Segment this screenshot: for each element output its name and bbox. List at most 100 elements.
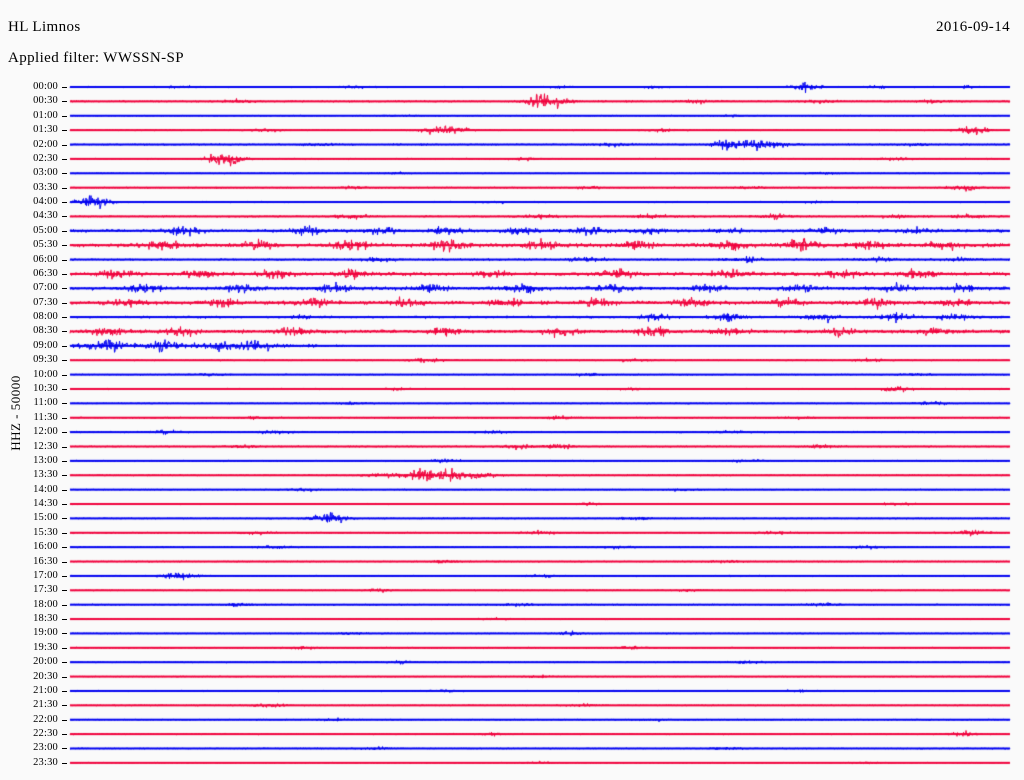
axis-tick bbox=[62, 360, 67, 361]
axis-tick bbox=[62, 590, 67, 591]
axis-tick bbox=[62, 490, 67, 491]
axis-tick bbox=[62, 274, 67, 275]
time-label: 04:00 bbox=[33, 196, 58, 208]
time-label: 07:30 bbox=[33, 296, 58, 308]
time-label: 09:30 bbox=[33, 354, 58, 366]
axis-tick bbox=[62, 389, 67, 390]
time-label: 22:30 bbox=[33, 728, 58, 740]
time-label: 14:30 bbox=[33, 498, 58, 510]
time-label: 10:30 bbox=[33, 382, 58, 394]
time-label: 13:30 bbox=[33, 469, 58, 481]
axis-tick bbox=[62, 188, 67, 189]
time-label: 13:00 bbox=[33, 454, 58, 466]
time-axis: 00:00 00:30 01:00 01:30 02:00 02:30 03:00 03:30… bbox=[0, 78, 70, 773]
axis-tick bbox=[62, 87, 67, 88]
time-label: 17:00 bbox=[33, 569, 58, 581]
axis-tick bbox=[62, 432, 67, 433]
time-label: 06:00 bbox=[33, 253, 58, 265]
axis-tick bbox=[62, 662, 67, 663]
time-label: 15:30 bbox=[33, 526, 58, 538]
applied-filter-label: Applied filter: WWSSN-SP bbox=[8, 50, 184, 66]
axis-tick bbox=[62, 331, 67, 332]
time-label: 21:30 bbox=[33, 699, 58, 711]
axis-tick bbox=[62, 375, 67, 376]
axis-tick bbox=[62, 748, 67, 749]
time-label: 18:00 bbox=[33, 598, 58, 610]
helicorder-plot: 00:00 00:30 01:00 01:30 02:00 02:30 03:00 03:30… bbox=[0, 78, 1024, 773]
time-label: 15:00 bbox=[33, 512, 58, 524]
time-label: 23:30 bbox=[33, 756, 58, 768]
axis-tick bbox=[62, 633, 67, 634]
time-label: 06:30 bbox=[33, 267, 58, 279]
axis-tick bbox=[62, 475, 67, 476]
axis-tick bbox=[62, 288, 67, 289]
axis-tick bbox=[62, 720, 67, 721]
time-label: 10:00 bbox=[33, 368, 58, 380]
axis-tick bbox=[62, 317, 67, 318]
time-label: 05:00 bbox=[33, 224, 58, 236]
axis-tick bbox=[62, 518, 67, 519]
time-label: 01:00 bbox=[33, 109, 58, 121]
axis-tick bbox=[62, 447, 67, 448]
time-label: 19:00 bbox=[33, 627, 58, 639]
axis-tick bbox=[62, 159, 67, 160]
time-label: 02:00 bbox=[33, 138, 58, 150]
time-label: 18:30 bbox=[33, 613, 58, 625]
axis-tick bbox=[62, 403, 67, 404]
axis-tick bbox=[62, 619, 67, 620]
axis-tick bbox=[62, 547, 67, 548]
axis-tick bbox=[62, 648, 67, 649]
station-title: HL Limnos bbox=[8, 19, 81, 35]
time-label: 12:30 bbox=[33, 440, 58, 452]
time-label: 00:00 bbox=[33, 81, 58, 92]
axis-tick bbox=[62, 116, 67, 117]
axis-tick bbox=[62, 418, 67, 419]
axis-tick bbox=[62, 173, 67, 174]
axis-tick bbox=[62, 245, 67, 246]
time-label: 20:00 bbox=[33, 656, 58, 668]
time-label: 08:00 bbox=[33, 311, 58, 323]
seismogram-traces bbox=[0, 78, 1024, 773]
axis-tick bbox=[62, 231, 67, 232]
axis-tick bbox=[62, 763, 67, 764]
axis-tick bbox=[62, 562, 67, 563]
axis-tick bbox=[62, 677, 67, 678]
time-label: 23:00 bbox=[33, 742, 58, 754]
axis-tick bbox=[62, 260, 67, 261]
axis-tick bbox=[62, 461, 67, 462]
time-label: 19:30 bbox=[33, 641, 58, 653]
time-label: 21:00 bbox=[33, 684, 58, 696]
axis-tick bbox=[62, 346, 67, 347]
time-label: 02:30 bbox=[33, 152, 58, 164]
axis-tick bbox=[62, 216, 67, 217]
time-label: 04:30 bbox=[33, 210, 58, 222]
time-label: 11:30 bbox=[33, 411, 58, 423]
axis-tick bbox=[62, 202, 67, 203]
time-label: 03:00 bbox=[33, 167, 58, 179]
axis-tick bbox=[62, 504, 67, 505]
time-label: 03:30 bbox=[33, 181, 58, 193]
time-label: 07:00 bbox=[33, 282, 58, 294]
axis-tick bbox=[62, 303, 67, 304]
time-label: 08:30 bbox=[33, 325, 58, 337]
time-label: 09:00 bbox=[33, 339, 58, 351]
time-label: 01:30 bbox=[33, 124, 58, 136]
time-label: 05:30 bbox=[33, 239, 58, 251]
time-label: 12:00 bbox=[33, 426, 58, 438]
time-label: 16:00 bbox=[33, 541, 58, 553]
record-date: 2016-09-14 bbox=[936, 19, 1010, 35]
time-label: 14:00 bbox=[33, 483, 58, 495]
axis-tick bbox=[62, 145, 67, 146]
axis-tick bbox=[62, 533, 67, 534]
time-label: 00:30 bbox=[33, 95, 58, 107]
axis-tick bbox=[62, 691, 67, 692]
axis-tick bbox=[62, 576, 67, 577]
time-label: 20:30 bbox=[33, 670, 58, 682]
time-label: 22:00 bbox=[33, 713, 58, 725]
axis-tick bbox=[62, 130, 67, 131]
time-label: 11:00 bbox=[33, 397, 58, 409]
time-label: 16:30 bbox=[33, 555, 58, 567]
time-label: 17:30 bbox=[33, 584, 58, 596]
axis-tick bbox=[62, 734, 67, 735]
axis-tick bbox=[62, 605, 67, 606]
